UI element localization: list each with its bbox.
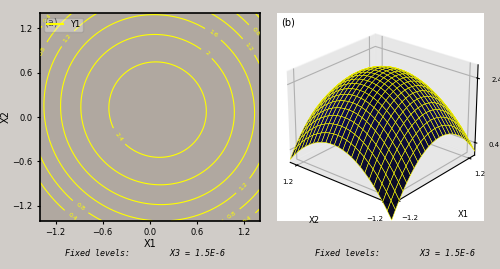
Text: Fixed levels:        X3 = 1.5E-6: Fixed levels: X3 = 1.5E-6 — [65, 249, 225, 258]
Text: 1.6: 1.6 — [208, 29, 218, 39]
Text: 0.8: 0.8 — [250, 27, 260, 37]
Text: 2: 2 — [204, 50, 210, 57]
Text: 0.8: 0.8 — [226, 210, 237, 220]
Text: 0.8: 0.8 — [38, 45, 46, 56]
Text: Fixed levels:        X3 = 1.5E-6: Fixed levels: X3 = 1.5E-6 — [315, 249, 475, 258]
X-axis label: X1: X1 — [144, 239, 156, 249]
Y-axis label: X2: X2 — [0, 111, 10, 123]
Legend: Y1: Y1 — [44, 17, 83, 32]
Text: 0.8: 0.8 — [75, 202, 86, 212]
Text: 2.4: 2.4 — [114, 131, 124, 142]
X-axis label: X2: X2 — [309, 217, 320, 225]
Text: 1.2: 1.2 — [238, 180, 248, 191]
Text: 0.4: 0.4 — [242, 214, 253, 224]
Y-axis label: X1: X1 — [458, 210, 469, 219]
Text: 1.2: 1.2 — [244, 41, 254, 52]
Text: 1.2: 1.2 — [62, 33, 72, 44]
Text: (b): (b) — [281, 17, 294, 28]
Text: (a): (a) — [44, 17, 58, 28]
Text: 0.4: 0.4 — [43, 13, 53, 24]
Text: 0.4: 0.4 — [67, 212, 78, 222]
